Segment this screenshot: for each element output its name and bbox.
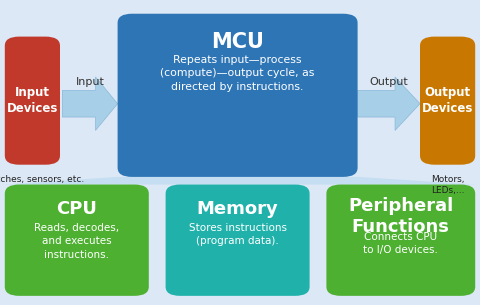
Text: Repeats input—process
(compute)—output cycle, as
directed by instructions.: Repeats input—process (compute)—output c… — [160, 55, 315, 92]
FancyBboxPatch shape — [5, 185, 149, 296]
Text: CPU: CPU — [56, 200, 97, 218]
Text: Peripheral
Functions: Peripheral Functions — [348, 197, 454, 235]
FancyBboxPatch shape — [420, 37, 475, 165]
Polygon shape — [358, 77, 420, 131]
Text: Stores instructions
(program data).: Stores instructions (program data). — [189, 223, 287, 246]
FancyBboxPatch shape — [5, 37, 60, 165]
FancyBboxPatch shape — [326, 185, 475, 296]
Text: Input: Input — [76, 77, 105, 87]
FancyBboxPatch shape — [166, 185, 310, 296]
Text: Output
Devices: Output Devices — [422, 86, 473, 115]
Polygon shape — [62, 77, 118, 131]
Text: Memory: Memory — [197, 200, 278, 218]
Text: Input
Devices: Input Devices — [7, 86, 58, 115]
Text: Connects CPU
to I/O devices.: Connects CPU to I/O devices. — [363, 232, 438, 255]
Text: Reads, decodes,
and executes
instructions.: Reads, decodes, and executes instruction… — [34, 223, 120, 260]
Text: Switches, sensors, etc.: Switches, sensors, etc. — [0, 175, 84, 185]
Polygon shape — [5, 177, 475, 185]
FancyBboxPatch shape — [118, 14, 358, 177]
Text: Motors,
LEDs,...: Motors, LEDs,... — [431, 175, 464, 196]
Text: MCU: MCU — [211, 32, 264, 52]
Text: Output: Output — [370, 77, 408, 87]
